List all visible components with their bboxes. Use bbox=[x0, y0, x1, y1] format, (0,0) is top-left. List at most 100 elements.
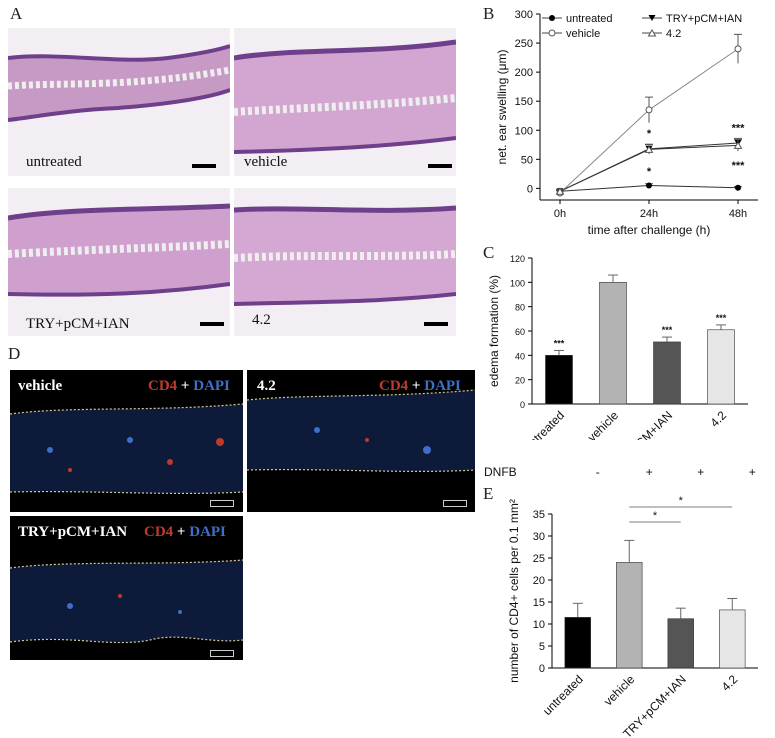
significance-marker: *** bbox=[732, 160, 746, 172]
panel-letter-c: C bbox=[483, 243, 495, 262]
y-tick-label: 100 bbox=[510, 278, 525, 288]
legend-label-try-pcm-ian: TRY+pCM+IAN bbox=[666, 13, 742, 25]
y-tick-label: 0 bbox=[520, 400, 525, 410]
scale-bar bbox=[200, 322, 224, 326]
y-tick-label: 50 bbox=[521, 154, 533, 166]
histology-label-untreated: untreated bbox=[26, 154, 82, 170]
y-tick-label: 100 bbox=[515, 125, 533, 137]
data-point-vehicle bbox=[734, 45, 742, 53]
scale-bar bbox=[424, 322, 448, 326]
bar-vehicle bbox=[616, 562, 643, 669]
stain-dapi-label: DAPI bbox=[193, 378, 230, 394]
x-tick-label-try-pcm-ian: TRY+pCM+IAN bbox=[606, 408, 675, 440]
y-tick-label: 0 bbox=[527, 183, 533, 195]
stain-cd4-label: CD4 bbox=[379, 378, 409, 394]
stain-cd4-label: CD4 bbox=[144, 524, 174, 540]
x-tick-label-4-2: 4.2 bbox=[707, 408, 729, 430]
legend-label-vehicle: vehicle bbox=[566, 28, 600, 40]
y-tick-label: 35 bbox=[533, 509, 545, 521]
y-tick-label: 300 bbox=[515, 9, 533, 21]
significance-marker: *** bbox=[554, 338, 565, 348]
histology-image-untreated: untreated bbox=[8, 28, 230, 176]
significance-marker: *** bbox=[716, 313, 727, 323]
edema-formation-bar-chart: 0 20 40 60 80 100 120 untreated vehicleTRY+pCM+I… bbox=[487, 254, 748, 440]
stain-dapi-label: DAPI bbox=[189, 524, 226, 540]
stain-legend: CD4 + DAPI bbox=[144, 524, 226, 541]
histology-label-4-2: 4.2 bbox=[252, 312, 271, 328]
comparison-marker: * bbox=[653, 510, 658, 522]
stain-plus: + bbox=[180, 378, 190, 394]
y-tick-label: 200 bbox=[515, 67, 533, 79]
dnfb-label: DNFB bbox=[484, 465, 517, 479]
x-tick-label-vehicle: vehicle bbox=[601, 672, 638, 709]
x-tick-label: 24h bbox=[640, 208, 658, 220]
y-tick-label: 120 bbox=[510, 254, 525, 264]
y-tick-label: 250 bbox=[515, 38, 533, 50]
bar-untreated bbox=[545, 355, 573, 405]
y-tick-label: 80 bbox=[515, 303, 525, 313]
fluorescence-label-4-2: 4.2 bbox=[257, 378, 276, 394]
fluorescence-image-4-2: 4.2 CD4 + DAPI bbox=[247, 370, 475, 512]
bar-try-pcm-ian bbox=[653, 341, 681, 405]
fluorescence-image-try-pcm-ian: TRY+pCM+IAN CD4 + DAPI bbox=[10, 516, 243, 660]
panel-letter-d: D bbox=[8, 344, 21, 363]
y-axis-label: edema formation (%) bbox=[487, 275, 501, 387]
ear-swelling-line-chart: 0 50 100 150 200 250 300 0h 24h 48h time after cha… bbox=[495, 9, 758, 237]
x-axis-label: time after challenge (h) bbox=[588, 223, 711, 237]
dnfb-sign: + bbox=[697, 465, 704, 479]
y-tick-label: 20 bbox=[515, 376, 525, 386]
y-axis-label: number of CD4+ cells per 0.1 mm² bbox=[507, 499, 521, 683]
data-point-4-2 bbox=[555, 187, 565, 195]
y-tick-label: 150 bbox=[515, 96, 533, 108]
x-tick-label-untreated: untreated bbox=[521, 408, 567, 440]
stain-plus: + bbox=[411, 378, 421, 394]
scale-bar bbox=[443, 500, 467, 507]
data-point-4-2 bbox=[644, 145, 654, 153]
panel-letter-a: A bbox=[10, 4, 23, 23]
x-tick-label: 0h bbox=[554, 208, 566, 220]
x-tick-label-vehicle: vehicle bbox=[585, 408, 622, 440]
legend-label-untreated: untreated bbox=[566, 13, 612, 25]
significance-marker: *** bbox=[662, 325, 673, 335]
y-tick-label: 40 bbox=[515, 351, 525, 361]
stain-plus: + bbox=[176, 524, 186, 540]
fluorescence-label-try-pcm-ian: TRY+pCM+IAN bbox=[18, 524, 128, 540]
scale-bar bbox=[210, 650, 234, 657]
stain-cd4-label: CD4 bbox=[148, 378, 178, 394]
data-point-4-2 bbox=[733, 141, 743, 149]
legend-marker-untreated bbox=[549, 15, 555, 21]
stain-legend: CD4 + DAPI bbox=[379, 378, 461, 395]
dnfb-sign: + bbox=[646, 465, 653, 479]
panel-letter-e: E bbox=[483, 484, 494, 503]
y-tick-label: 60 bbox=[515, 327, 525, 337]
y-tick-label: 10 bbox=[533, 619, 545, 631]
data-point-untreated bbox=[646, 182, 652, 189]
legend-label-4-2: 4.2 bbox=[666, 28, 681, 40]
y-tick-label: 15 bbox=[533, 597, 545, 609]
bar-vehicle bbox=[599, 282, 627, 405]
fluorescence-label-vehicle: vehicle bbox=[18, 378, 63, 394]
dnfb-sign: + bbox=[749, 465, 756, 479]
comparison-marker: * bbox=[679, 495, 684, 507]
data-point-vehicle bbox=[645, 106, 653, 114]
x-tick-label-4-2: 4.2 bbox=[719, 672, 741, 694]
y-tick-label: 5 bbox=[539, 641, 545, 653]
scale-bar bbox=[428, 164, 452, 168]
legend-marker-vehicle bbox=[548, 29, 556, 37]
fluorescence-image-vehicle: vehicle CD4 + DAPI bbox=[10, 370, 243, 512]
y-tick-label: 30 bbox=[533, 531, 545, 543]
significance-marker: * bbox=[647, 166, 652, 178]
legend-marker-try-pcm-ian bbox=[648, 15, 656, 21]
histology-image-vehicle: vehicle bbox=[234, 28, 456, 176]
bar-try-pcm-ian bbox=[667, 618, 694, 669]
legend-marker-4-2 bbox=[647, 29, 657, 37]
data-point-untreated bbox=[735, 184, 741, 191]
significance-marker: * bbox=[647, 128, 652, 140]
y-tick-label: 20 bbox=[533, 575, 545, 587]
scale-bar bbox=[192, 164, 216, 168]
stain-dapi-label: DAPI bbox=[424, 378, 461, 394]
stain-legend: CD4 + DAPI bbox=[148, 378, 230, 395]
histology-label-try-pcm-ian: TRY+pCM+IAN bbox=[26, 316, 130, 332]
histology-image-try-pcm-ian: TRY+pCM+IAN bbox=[8, 188, 230, 336]
